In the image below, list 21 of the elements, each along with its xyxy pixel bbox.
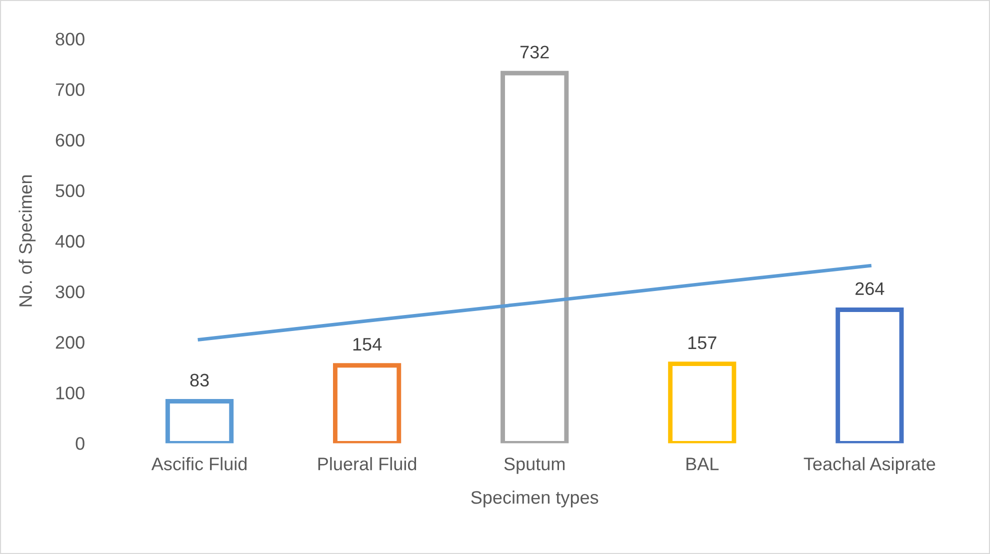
data-label: 154 xyxy=(353,338,382,351)
x-tick-label: BAL xyxy=(686,458,719,470)
data-label: 264 xyxy=(856,282,884,296)
y-tick-label: 500 xyxy=(56,184,84,198)
x-tick-label: Ascific Fluid xyxy=(151,457,247,470)
y-tick-label: 600 xyxy=(56,134,84,147)
y-tick-label: 800 xyxy=(56,32,84,46)
y-tick-label: 700 xyxy=(56,83,84,96)
y-tick-label: 300 xyxy=(56,285,84,298)
x-tick-label: Teachal Asiprate xyxy=(804,457,936,474)
y-tick-label: 0 xyxy=(76,437,84,450)
y-tick-label: 400 xyxy=(55,234,84,248)
y-tick-label: 200 xyxy=(56,336,84,349)
x-axis-title: Specimen types xyxy=(471,490,598,508)
data-label: 157 xyxy=(688,336,716,350)
y-tick-label: 100 xyxy=(56,386,84,400)
x-tick-label: Sputum xyxy=(504,458,565,474)
data-label: 83 xyxy=(190,374,209,387)
data-label: 732 xyxy=(520,46,549,58)
x-tick-label: Plueral Fluid xyxy=(318,457,416,470)
y-axis-title: No. of Specimen xyxy=(18,175,36,306)
